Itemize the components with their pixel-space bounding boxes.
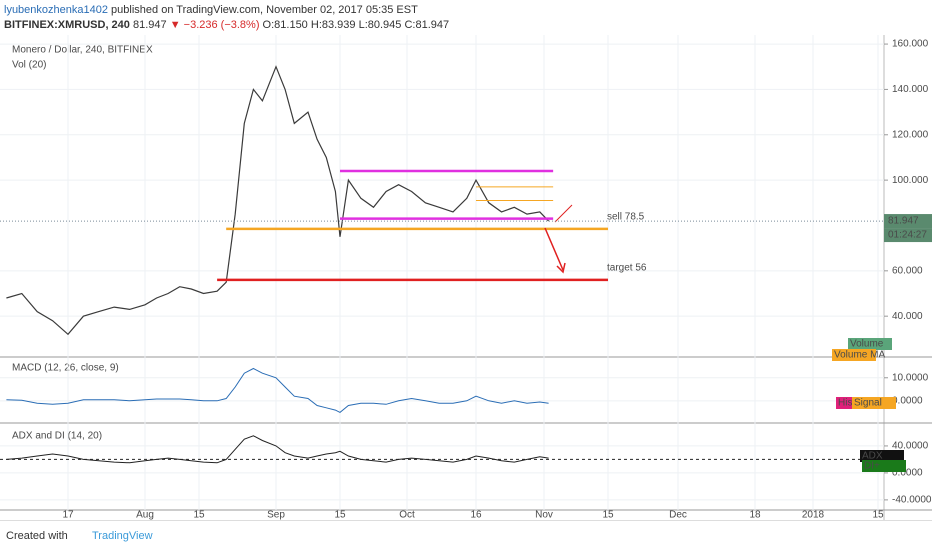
y-tick-label: 140.000 [892, 84, 929, 95]
macd-title: MACD (12, 26, close, 9) [12, 363, 119, 374]
brand[interactable]: TradingView [92, 530, 153, 542]
symbol: BITFINEX:XMRUSD, 240 [4, 19, 130, 31]
y-tick-label: -40.0000 [892, 495, 932, 506]
price-line [6, 65, 550, 336]
ohlc: H:83.939 [310, 19, 356, 31]
arrow-head [556, 262, 566, 274]
last-price-label: 81.947 [888, 216, 919, 227]
y-tick-label: 0.0000 [892, 395, 923, 406]
x-tick-label: 16 [470, 510, 482, 520]
adx-line [6, 435, 549, 464]
arrow [554, 204, 573, 223]
legend-label: Signal [854, 398, 882, 409]
adx-title: ADX and DI (14, 20) [12, 431, 102, 442]
macd-line [6, 367, 549, 413]
x-tick-label: 15 [602, 510, 614, 520]
x-tick-label: 18 [749, 510, 761, 520]
legend-label: Volume [850, 339, 884, 350]
y-tick-label: 100.000 [892, 175, 929, 186]
y-tick-label: 120.000 [892, 129, 929, 140]
header: lyubenkozhenka1402 published on TradingV… [4, 3, 449, 33]
footer: Created with TradingView [0, 520, 932, 551]
y-tick-label: 40.000 [892, 311, 923, 322]
x-tick-label: 17 [62, 510, 74, 520]
volume-title: Vol (20) [12, 60, 46, 71]
created: Created with [6, 530, 68, 542]
published: published on TradingView.com, November 0… [111, 4, 418, 16]
legend-box [848, 338, 892, 350]
legend-label: Volume MA [834, 350, 885, 361]
annotation: target 56 [607, 263, 647, 274]
chart-title: Monero / Dollar, 240, BITFINEX [12, 45, 153, 56]
arrow [544, 227, 564, 271]
legend-box [852, 397, 896, 409]
legend-box [832, 349, 876, 361]
legend-box [862, 460, 906, 472]
x-tick-label: Dec [669, 510, 687, 520]
legend-label: DI+ [864, 461, 880, 472]
last-price-box [884, 214, 932, 229]
y-tick-label: 0.0000 [892, 468, 923, 479]
x-tick-label: Aug [136, 510, 154, 520]
x-tick-label: 2018 [802, 510, 825, 520]
y-tick-label: 160.000 [892, 39, 929, 50]
last: 81.947 [132, 19, 167, 31]
y-tick-label: 40.0000 [892, 441, 929, 452]
y-tick-label: 60.000 [892, 265, 923, 276]
chart: Monero / Dollar, 240, BITFINEX Vol (20) … [0, 35, 932, 520]
ohlc: L:80.945 [358, 19, 402, 31]
ohlc: C:81.947 [404, 19, 450, 31]
countdown-box [884, 228, 932, 243]
x-tick-label: Oct [399, 510, 415, 520]
legend-label: ADX [862, 451, 883, 462]
annotation: sell 78.5 [607, 212, 645, 223]
x-tick-label: 15 [193, 510, 205, 520]
x-tick-label: Nov [535, 510, 553, 520]
legend-label: His [838, 398, 852, 409]
countdown: 01:24:27 [888, 230, 927, 241]
author[interactable]: lyubenkozhenka1402 [4, 4, 108, 16]
y-tick-label: 10.0000 [892, 372, 929, 383]
x-tick-label: 15 [872, 510, 884, 520]
x-tick-label: 15 [334, 510, 346, 520]
change: ▼ −3.236 (−3.8%) [169, 19, 260, 31]
ohlc: O:81.150 [262, 19, 308, 31]
legend-box [860, 450, 904, 462]
x-tick-label: Sep [267, 510, 285, 520]
frame [0, 35, 932, 520]
